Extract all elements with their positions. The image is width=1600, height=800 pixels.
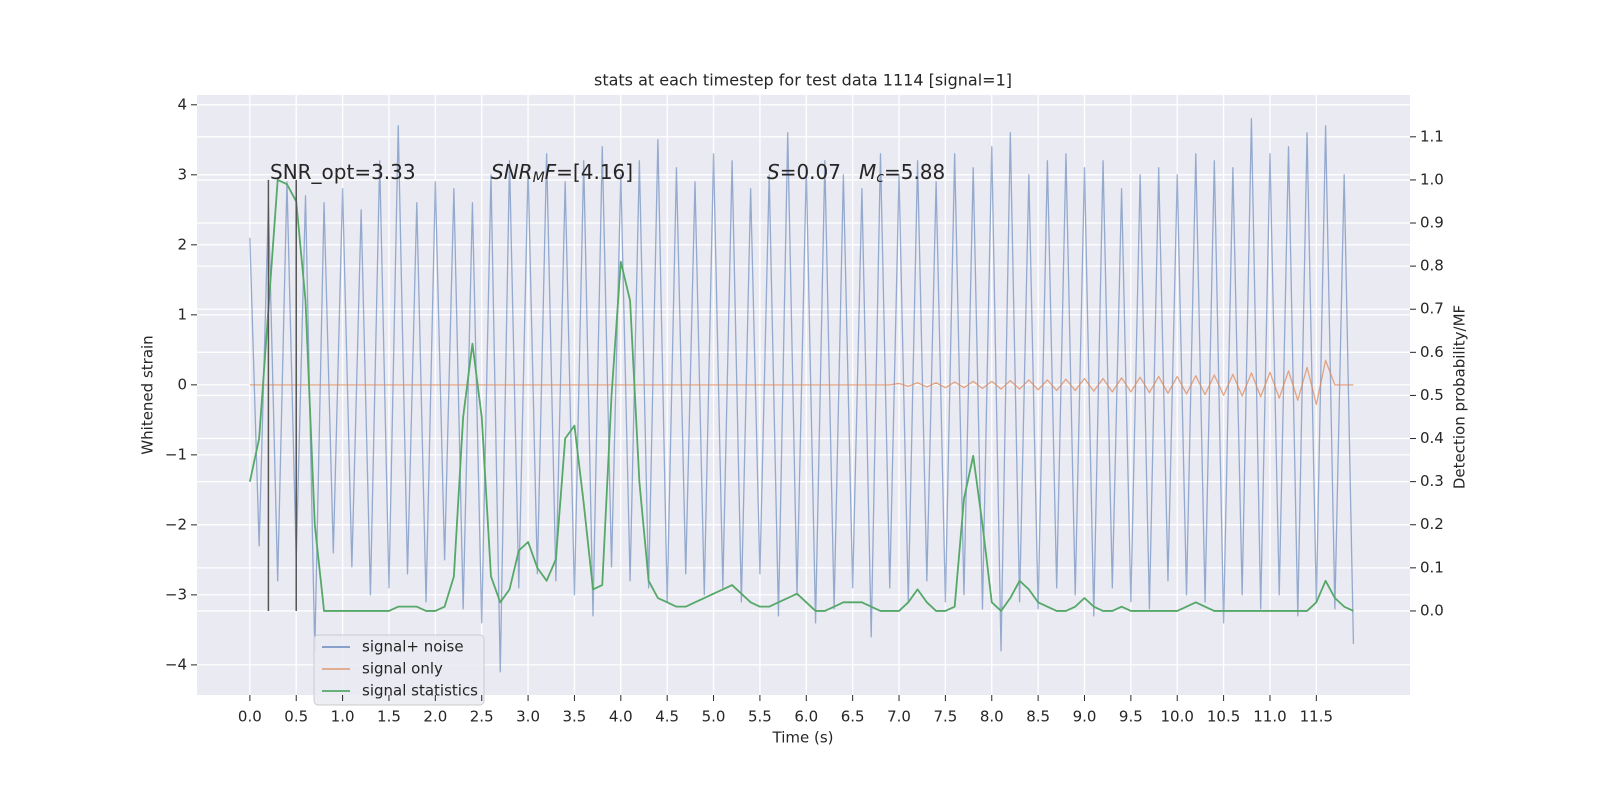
y2-tick-label: 0.1 (1420, 558, 1444, 576)
x-tick-label: 10.0 (1161, 708, 1194, 726)
y2-tick-label: 0.4 (1420, 429, 1444, 447)
marks (248, 118, 1355, 673)
x-tick-label: 0.0 (238, 708, 262, 726)
y-tick-label: −1 (165, 445, 187, 463)
x-tick-label: 1.0 (331, 708, 355, 726)
legend: signal+ noise signal only signal statistic… (313, 634, 485, 706)
y2-axis-label: Detection probability/MF (1451, 305, 1469, 489)
annotation-part: =5.88 (884, 160, 945, 184)
y2-tick-label: 0.3 (1420, 472, 1444, 490)
x-tick-label: 11.5 (1300, 708, 1333, 726)
annotation-part: c (876, 170, 884, 186)
y-tick-label: −3 (165, 585, 187, 603)
chart-title: stats at each timestep for test data 111… (594, 71, 1012, 90)
x-tick-label: 3.5 (563, 708, 587, 726)
annotation-part: SNR_opt=3.33 (270, 160, 416, 184)
annotation-part: M (859, 160, 876, 184)
legend-label: signal statistics (362, 682, 478, 700)
annotation-part: =[4.16] (556, 160, 633, 184)
x-tick-label: 5.5 (748, 708, 772, 726)
series-line (248, 179, 1354, 612)
x-tick-label: 6.5 (841, 708, 865, 726)
legend-label: signal only (362, 660, 443, 678)
series-line (249, 118, 1355, 673)
x-tick-label: 0.5 (284, 708, 308, 726)
y-tick-label: 4 (177, 95, 187, 113)
y-axis-label: Whitened strain (139, 335, 157, 454)
x-tick-label: 1.5 (377, 708, 401, 726)
y-tick-label: 0 (177, 375, 187, 393)
x-tick-label: 7.5 (933, 708, 957, 726)
y2-tick-label: 0.8 (1420, 257, 1444, 275)
annotation: Mc=5.88 (859, 160, 945, 187)
annotation-part: M (533, 170, 545, 186)
x-tick-label: 4.5 (655, 708, 679, 726)
y2-tick-label: 1.1 (1420, 127, 1444, 145)
x-tick-label: 3.0 (516, 708, 540, 726)
annotation-part: SNR (491, 160, 533, 184)
x-tick-label: 10.5 (1207, 708, 1240, 726)
y2-tick-label: 0.5 (1420, 386, 1444, 404)
annotation: SNRMF=[4.16] (491, 160, 633, 187)
y2-tick-label: 0.9 (1420, 214, 1444, 232)
annotation-part: S (767, 160, 780, 184)
annotation: SNR_opt=3.33 (270, 160, 416, 184)
legend-label: signal+ noise (362, 638, 464, 656)
x-tick-label: 4.0 (609, 708, 633, 726)
y2-tick-label: 0.6 (1420, 343, 1444, 361)
x-tick-label: 11.0 (1253, 708, 1286, 726)
x-tick-label: 9.5 (1119, 708, 1143, 726)
annotation-part: F (545, 160, 557, 184)
x-axis-label: Time (s) (772, 729, 834, 747)
series-line (249, 359, 1354, 406)
x-tick-label: 5.0 (702, 708, 726, 726)
x-tick-label: 8.0 (980, 708, 1004, 726)
annotation: S=0.07 (767, 160, 841, 184)
x-tick-label: 2.5 (470, 708, 494, 726)
legend-box (313, 634, 485, 706)
y2-tick-label: 0.0 (1420, 601, 1444, 619)
y2-tick-label: 0.2 (1420, 515, 1444, 533)
y2-tick-label: 0.7 (1420, 300, 1444, 318)
y-tick-label: 1 (177, 305, 187, 323)
y-tick-label: −4 (165, 655, 187, 673)
y-tick-label: −2 (165, 515, 187, 533)
annotation-part: =0.07 (780, 160, 841, 184)
x-tick-label: 9.0 (1073, 708, 1097, 726)
y2-tick-label: 1.0 (1420, 170, 1444, 188)
x-tick-label: 7.0 (887, 708, 911, 726)
x-tick-label: 2.0 (423, 708, 447, 726)
y-tick-label: 3 (177, 165, 187, 183)
x-tick-label: 8.5 (1026, 708, 1050, 726)
x-tick-label: 6.0 (794, 708, 818, 726)
y-tick-label: 2 (177, 235, 187, 253)
